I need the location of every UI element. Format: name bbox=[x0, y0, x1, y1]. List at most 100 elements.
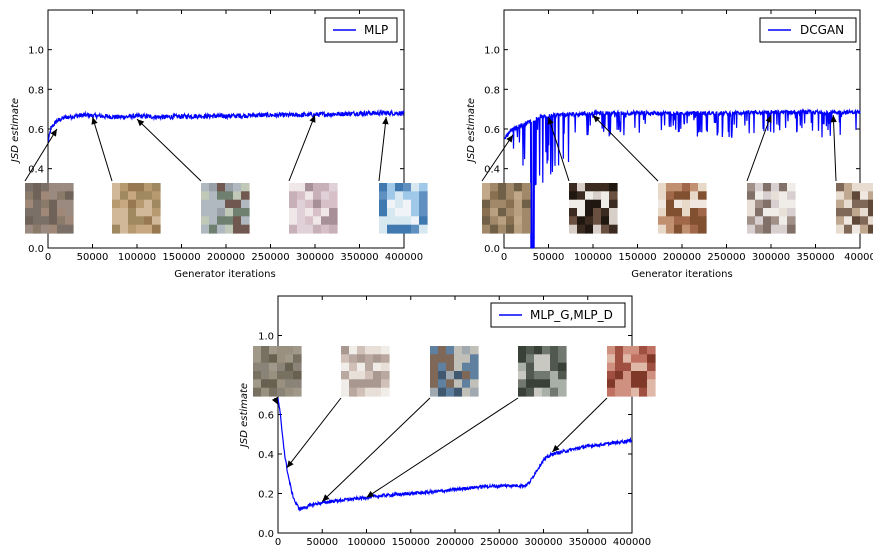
chart-dcgan-thumbnail-cell bbox=[682, 199, 691, 209]
chart-mlp-g-mlp-d-thumbnail-cell bbox=[446, 362, 455, 372]
chart-dcgan-thumbnail-cell bbox=[755, 224, 764, 234]
chart-mlp-thumbnail-cell bbox=[112, 183, 121, 192]
chart-mlp-thumbnail-cell bbox=[329, 183, 338, 192]
chart-mlp-thumbnail-cell bbox=[120, 216, 129, 226]
chart-mlp-xtick-label: 50000 bbox=[77, 252, 109, 263]
chart-dcgan-thumbnail-cell bbox=[779, 183, 788, 192]
chart-dcgan-thumbnail-cell bbox=[577, 216, 586, 226]
chart-mlp-g-mlp-d-thumbnail-cell bbox=[438, 354, 447, 364]
chart-mlp-thumbnail-cell bbox=[313, 216, 322, 226]
chart-mlp-g-mlp-d-thumbnail-cell bbox=[341, 379, 350, 389]
chart-mlp-g-mlp-d-thumbnail-cell bbox=[381, 379, 390, 389]
chart-mlp-g-mlp-d-thumbnail-cell bbox=[607, 354, 616, 364]
chart-mlp-g-mlp-d-thumbnail-cell bbox=[285, 379, 294, 389]
chart-mlp-g-mlp-d-thumbnail-cell bbox=[430, 354, 439, 364]
chart-mlp-g-mlp-d-thumbnail-cell bbox=[542, 362, 551, 372]
chart-mlp-g-mlp-d-thumbnail bbox=[607, 346, 656, 397]
chart-dcgan-thumbnail-cell bbox=[482, 199, 491, 209]
chart-mlp-thumbnail-cell bbox=[144, 191, 153, 201]
chart-mlp-thumbnail-cell bbox=[419, 208, 428, 217]
chart-dcgan-thumbnail-cell bbox=[747, 199, 756, 209]
chart-mlp-thumbnail-cell bbox=[387, 224, 396, 234]
chart-dcgan-thumbnail-cell bbox=[698, 208, 707, 217]
chart-mlp-g-mlp-d-thumbnail-cell bbox=[446, 371, 455, 380]
chart-mlp-g-mlp-d-thumbnail-cell bbox=[293, 371, 302, 380]
chart-mlp-thumbnail-cell bbox=[120, 183, 129, 192]
chart-mlp-thumbnail-cell bbox=[241, 183, 250, 192]
chart-mlp-g-mlp-d-thumbnail-cell bbox=[261, 387, 270, 397]
chart-mlp-g-mlp-d-ylabel: JSD estimate bbox=[239, 383, 250, 449]
chart-dcgan-thumbnail-cell bbox=[787, 191, 796, 201]
chart-mlp-g-mlp-d-xtick-label: 100000 bbox=[347, 537, 385, 546]
chart-dcgan-thumbnail-cell bbox=[666, 183, 675, 192]
chart-mlp-g-mlp-d-annotation-arrowhead bbox=[271, 396, 278, 405]
chart-dcgan-thumbnail-cell bbox=[779, 208, 788, 217]
chart-mlp-g-mlp-d-thumbnail-cell bbox=[446, 354, 455, 364]
chart-dcgan-annotation-arrowhead bbox=[830, 115, 837, 123]
chart-mlp-thumbnail-cell bbox=[403, 224, 412, 234]
chart-mlp-ytick-label: 0.0 bbox=[28, 244, 44, 255]
chart-mlp-g-mlp-d-thumbnail-cell bbox=[462, 362, 471, 372]
chart-mlp-thumbnail-cell bbox=[329, 224, 338, 234]
chart-mlp-thumbnail-cell bbox=[289, 224, 298, 234]
chart-mlp-thumbnail-cell bbox=[297, 183, 306, 192]
chart-dcgan-thumbnail-cell bbox=[601, 208, 610, 217]
chart-dcgan-thumbnail-cell bbox=[836, 199, 845, 209]
chart-dcgan-annotation-arrow bbox=[481, 134, 514, 182]
chart-mlp-thumbnail-cell bbox=[201, 199, 210, 209]
chart-mlp-thumbnail-cell bbox=[217, 183, 226, 192]
chart-mlp-g-mlp-d-legend-label: MLP_G,MLP_D bbox=[530, 308, 613, 322]
chart-mlp-xtick-label: 100000 bbox=[118, 252, 156, 263]
chart-mlp-g-mlp-d-thumbnail-cell bbox=[639, 354, 648, 364]
chart-mlp-g-mlp-d-thumbnail-cell bbox=[341, 387, 350, 397]
chart-dcgan-xtick-label: 100000 bbox=[574, 252, 612, 263]
chart-mlp-g-mlp-d-thumbnail bbox=[341, 346, 390, 397]
chart-mlp-thumbnail-cell bbox=[217, 216, 226, 226]
chart-mlp-g-mlp-d-thumbnail-cell bbox=[357, 379, 366, 389]
chart-dcgan-thumbnail-cell bbox=[844, 191, 853, 201]
chart-dcgan-thumbnail-cell bbox=[577, 208, 586, 217]
chart-dcgan-thumbnail-cell bbox=[771, 208, 780, 217]
chart-mlp-thumbnail-cell bbox=[387, 191, 396, 201]
chart-mlp-series-line bbox=[47, 108, 405, 143]
chart-mlp-thumbnail-cell bbox=[152, 208, 161, 217]
chart-mlp-thumbnail-cell bbox=[57, 199, 66, 209]
chart-dcgan-ytick-label: 0.0 bbox=[484, 244, 500, 255]
chart-mlp-thumbnail-cell bbox=[419, 216, 428, 226]
chart-mlp-thumbnail-cell bbox=[411, 199, 420, 209]
chart-mlp-g-mlp-d-thumbnail-cell bbox=[253, 387, 262, 397]
chart-dcgan-thumbnail-cell bbox=[514, 224, 523, 234]
chart-mlp-thumbnail-cell bbox=[329, 216, 338, 226]
chart-mlp-thumbnail-cell bbox=[225, 208, 234, 217]
chart-mlp-thumbnail-cell bbox=[33, 183, 42, 192]
chart-mlp-g-mlp-d-thumbnail-cell bbox=[277, 387, 286, 397]
chart-mlp-thumbnail-cell bbox=[395, 224, 404, 234]
chart-mlp-g-mlp-d-thumbnail-cell bbox=[526, 354, 535, 364]
chart-mlp-thumbnail-cell bbox=[395, 216, 404, 226]
chart-dcgan-thumbnail-cell bbox=[498, 216, 507, 226]
chart-mlp-g-mlp-d-thumbnail-cell bbox=[470, 371, 479, 380]
chart-dcgan-thumbnail-cell bbox=[690, 199, 699, 209]
chart-mlp-g-mlp-d-thumbnail-cell bbox=[381, 371, 390, 380]
chart-mlp-g-mlp-d-thumbnail-cell bbox=[518, 346, 527, 355]
chart-dcgan-thumbnail-cell bbox=[658, 208, 667, 217]
chart-mlp-thumbnail-cell bbox=[152, 199, 161, 209]
chart-mlp-thumbnail-cell bbox=[419, 224, 428, 234]
chart-mlp-g-mlp-d-thumbnail-cell bbox=[518, 379, 527, 389]
chart-mlp-ytick-label: 0.6 bbox=[28, 125, 44, 136]
chart-mlp-g-mlp-d-thumbnail-cell bbox=[454, 379, 463, 389]
chart-dcgan-thumbnail-cell bbox=[836, 216, 845, 226]
chart-mlp-thumbnail-cell bbox=[297, 224, 306, 234]
chart-mlp-thumbnail bbox=[289, 183, 338, 234]
chart-dcgan-thumbnail-cell bbox=[569, 183, 578, 192]
chart-mlp-g-mlp-d-thumbnail-cell bbox=[623, 346, 632, 355]
chart-dcgan-thumbnail-cell bbox=[601, 199, 610, 209]
chart-mlp-g-mlp-d: JSD estimate MLP_G,MLP_D 0.00.20.40.60.8… bbox=[239, 295, 656, 546]
chart-dcgan-thumbnail-cell bbox=[690, 224, 699, 234]
chart-dcgan-thumbnail-cell bbox=[577, 199, 586, 209]
chart-dcgan-thumbnail-cell bbox=[779, 216, 788, 226]
chart-mlp-g-mlp-d-thumbnail-cell bbox=[470, 354, 479, 364]
chart-mlp-thumbnail-cell bbox=[321, 208, 330, 217]
chart-dcgan-thumbnail-cell bbox=[666, 208, 675, 217]
chart-mlp-g-mlp-d-thumbnail-cell bbox=[365, 354, 374, 364]
